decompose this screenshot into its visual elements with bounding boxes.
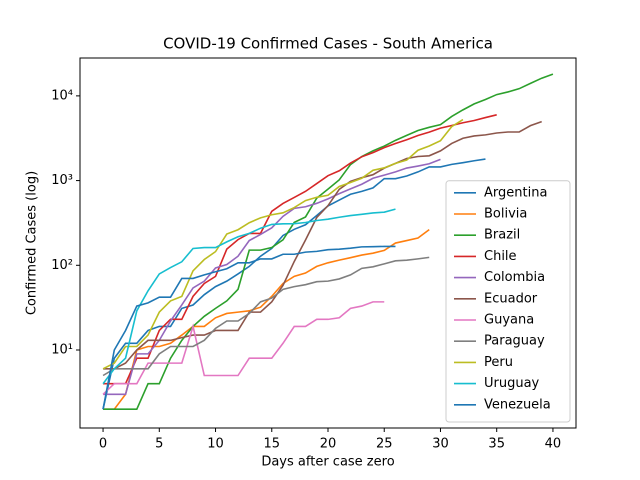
y-tick-label: 10¹ — [51, 342, 73, 357]
x-tick-label: 40 — [545, 437, 562, 452]
legend-box — [445, 180, 571, 423]
legend-label: Paraguay — [484, 334, 545, 349]
legend-label: Argentina — [484, 185, 547, 200]
x-axis-label: Days after case zero — [261, 455, 394, 470]
x-tick-label: 30 — [432, 437, 449, 452]
x-tick-label: 35 — [488, 437, 505, 452]
y-tick-label: 10⁴ — [51, 88, 73, 103]
legend-label: Ecuador — [484, 291, 538, 306]
x-tick-label: 15 — [263, 437, 280, 452]
y-tick-label: 10³ — [51, 173, 73, 188]
series-line — [102, 118, 464, 370]
legend-label: Peru — [484, 355, 513, 370]
legend-label: Chile — [484, 249, 517, 264]
series-line — [103, 158, 441, 396]
series-line — [103, 228, 430, 411]
x-tick-label: 25 — [376, 437, 393, 452]
series-line — [102, 301, 385, 395]
legend-label: Brazil — [484, 228, 520, 243]
x-tick-label: 10 — [207, 437, 224, 452]
series-line — [103, 114, 497, 385]
x-tick-label: 20 — [320, 437, 337, 452]
x-tick-label: 0 — [99, 437, 107, 452]
series-line — [102, 208, 396, 385]
legend-label: Colombia — [484, 270, 545, 285]
plot-frame — [79, 57, 577, 429]
x-tick-label: 5 — [155, 437, 163, 452]
y-tick-label: 10² — [51, 258, 73, 273]
legend-label: Venezuela — [484, 397, 551, 412]
series-line — [102, 245, 396, 410]
y-axis-label: Confirmed Cases (log) — [25, 171, 40, 315]
legend-label: Guyana — [484, 313, 534, 328]
legend-label: Bolivia — [484, 207, 527, 222]
legend-label: Uruguay — [484, 376, 540, 391]
series-line — [103, 120, 542, 370]
series-line — [102, 256, 430, 377]
chart-title: COVID-19 Confirmed Cases - South America — [163, 35, 493, 53]
